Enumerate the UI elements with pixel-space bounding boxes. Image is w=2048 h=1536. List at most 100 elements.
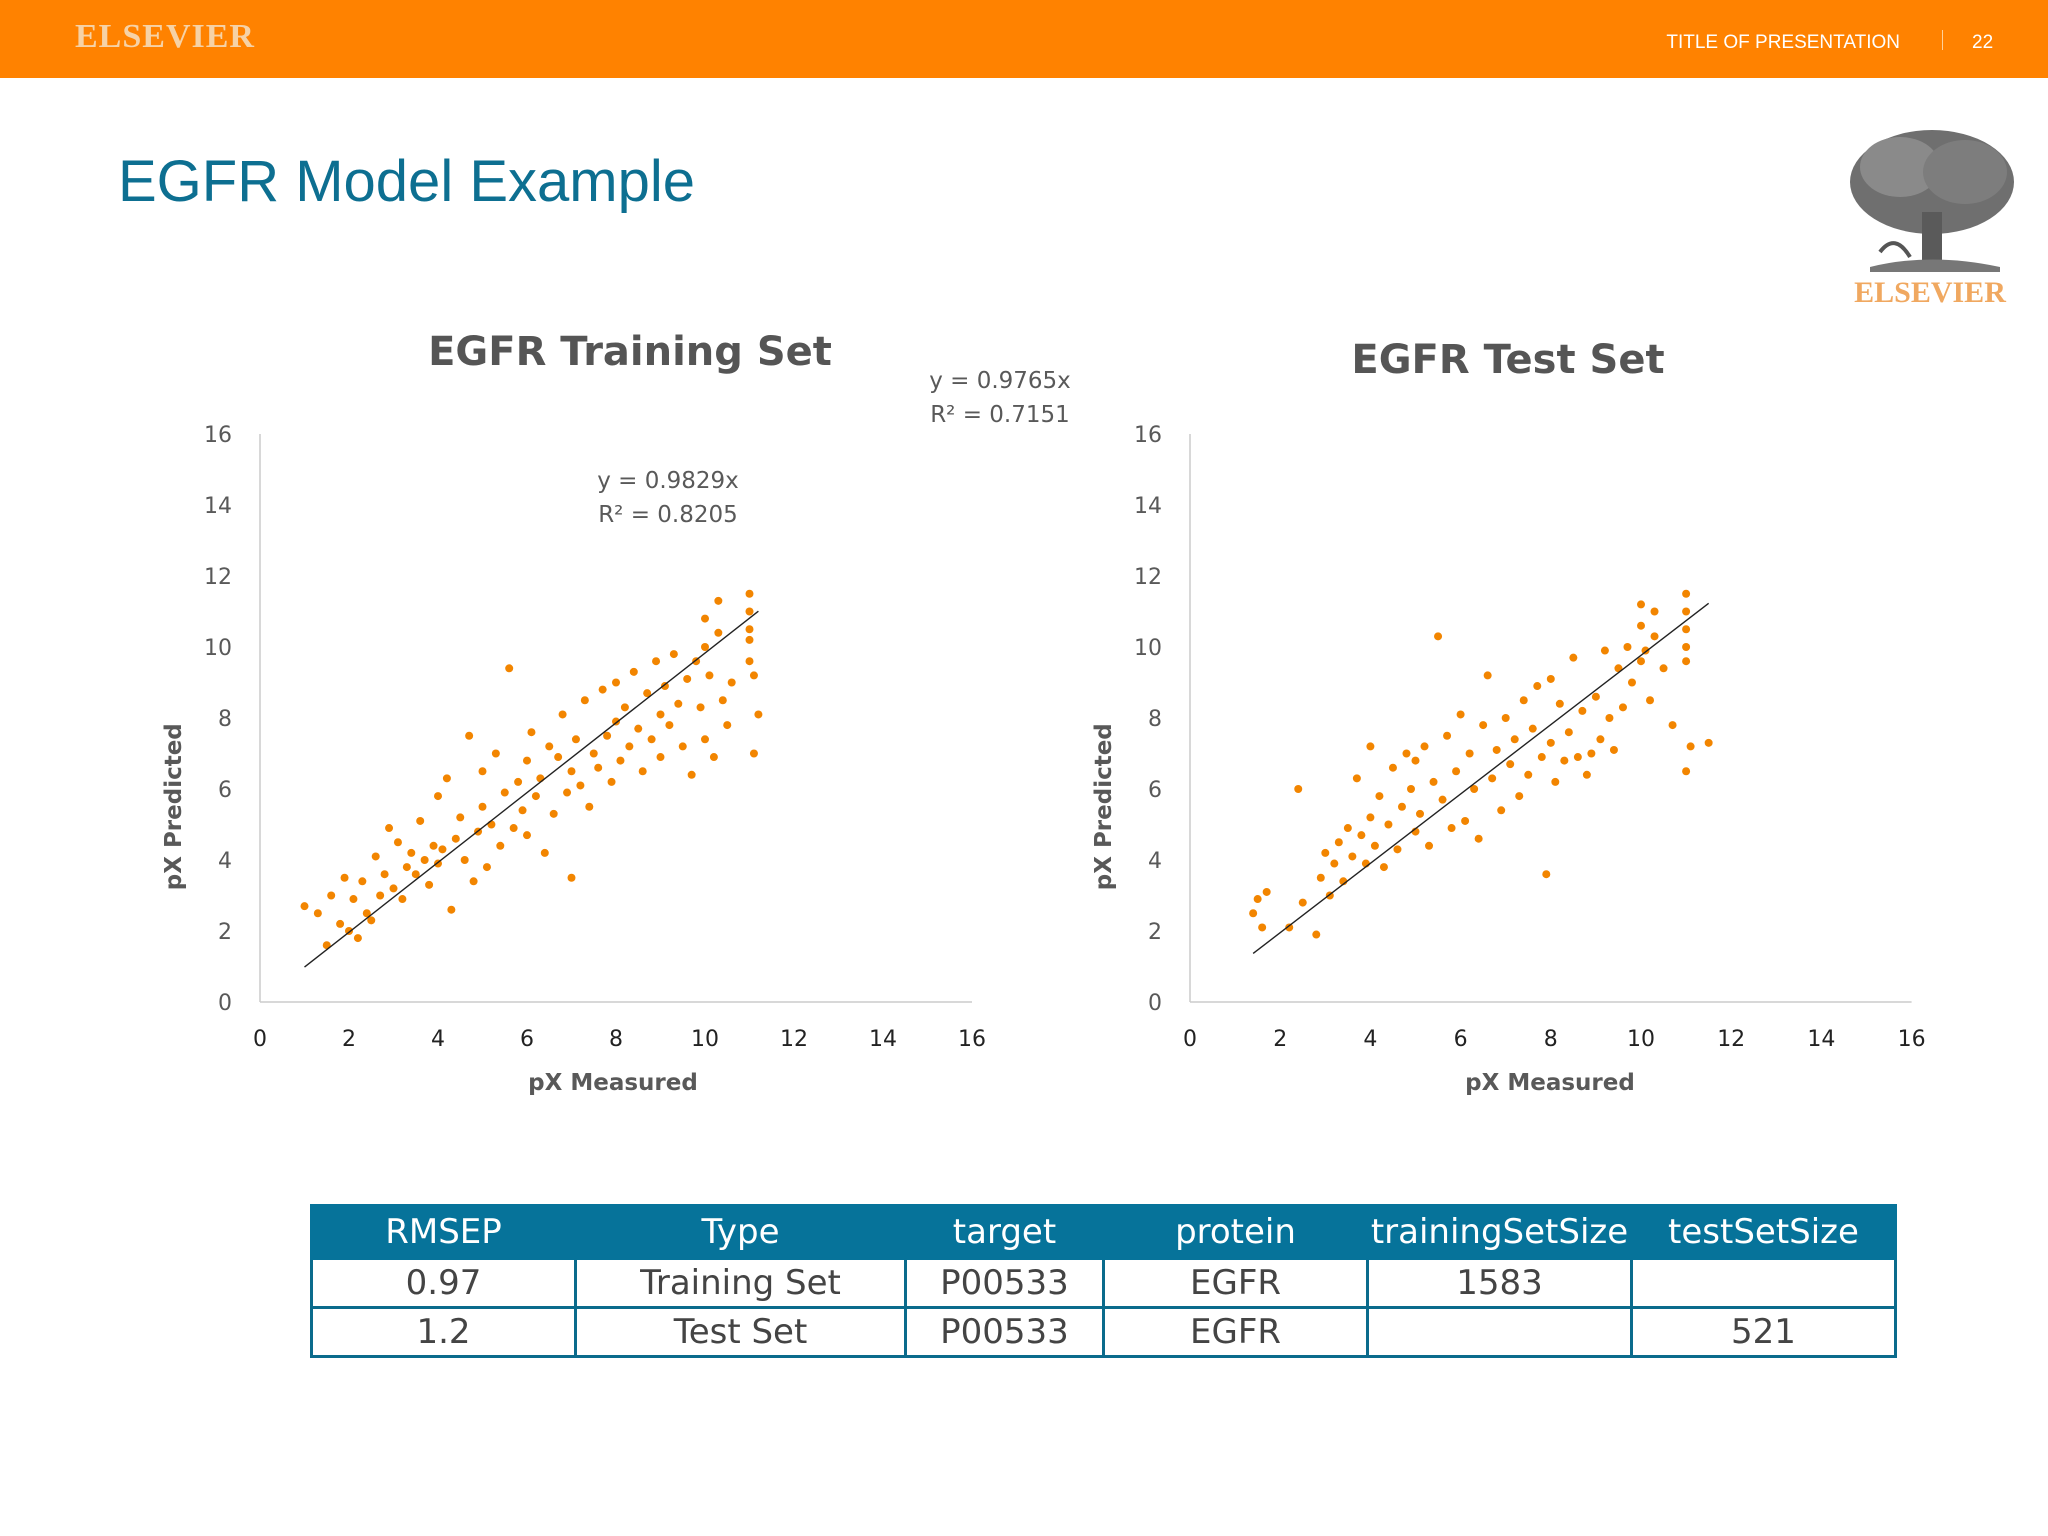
data-point (1650, 607, 1659, 616)
data-point (1425, 841, 1434, 850)
data-point (1560, 756, 1569, 765)
data-point (1528, 724, 1537, 733)
column-header: protein (1102, 1204, 1369, 1260)
data-point (563, 788, 572, 797)
data-point (745, 657, 754, 666)
data-point (620, 703, 629, 712)
data-point (487, 820, 496, 829)
data-point (1397, 802, 1406, 811)
data-point (531, 792, 540, 801)
y-tick-label: 10 (1134, 636, 1162, 661)
x-tick-label: 10 (691, 1027, 719, 1052)
data-point (1501, 714, 1510, 722)
data-point (447, 905, 456, 914)
data-point (1312, 930, 1321, 939)
data-point (1375, 792, 1384, 801)
data-point (576, 781, 585, 790)
table-cell (1366, 1306, 1633, 1358)
header-divider (1942, 30, 1943, 50)
data-point (1379, 863, 1388, 872)
data-point (496, 841, 505, 850)
y-tick-label: 8 (218, 707, 232, 732)
y-axis-label: pX Predicted (1091, 723, 1117, 890)
data-point (1393, 845, 1402, 854)
data-point (1366, 742, 1375, 751)
data-point (478, 802, 487, 811)
data-point (1668, 721, 1677, 730)
data-point (1546, 738, 1555, 747)
data-point (349, 895, 358, 904)
y-axis-label: pX Predicted (161, 723, 187, 890)
data-point (536, 774, 545, 783)
page-number: 22 (1972, 32, 1994, 53)
data-point (1384, 820, 1393, 829)
top-bar: ELSEVIER TITLE OF PRESENTATION 22 (0, 0, 2048, 78)
training-set-chart: EGFR Training Set 0 2 4 6 8 10 12 14 16 0 2 4 6 8 10 12 1… (0, 325, 1000, 1125)
x-axis-label: pX Measured (1465, 1070, 1635, 1096)
data-point (367, 916, 376, 925)
x-tick-label: 14 (1807, 1027, 1835, 1052)
table-row: 1.2 Test Set P00533 EGFR 521 (310, 1306, 1897, 1358)
data-point (1262, 887, 1271, 896)
data-point (1456, 710, 1465, 719)
data-point (598, 685, 607, 694)
table-cell: Test Set (574, 1306, 907, 1358)
trendline (304, 610, 759, 968)
data-point (1370, 841, 1379, 850)
column-header: testSetSize (1630, 1204, 1897, 1260)
data-point (500, 788, 509, 797)
data-point (1366, 813, 1375, 822)
data-point (603, 731, 612, 740)
data-point (660, 682, 669, 691)
data-point (634, 724, 643, 733)
data-point (362, 909, 371, 918)
data-point (340, 873, 349, 882)
data-point (451, 834, 460, 843)
data-point (1564, 728, 1573, 737)
data-point (1569, 653, 1578, 662)
data-point (1524, 770, 1533, 779)
data-point (607, 777, 616, 786)
data-point (1388, 763, 1397, 772)
data-point (523, 756, 531, 765)
y-tick-label: 14 (204, 494, 232, 519)
data-point (442, 774, 451, 783)
data-point (629, 667, 638, 676)
x-tick-label: 0 (1183, 1027, 1197, 1052)
data-point (1438, 795, 1447, 804)
data-point (1406, 785, 1415, 793)
data-point (656, 710, 665, 719)
table-cell (1630, 1257, 1897, 1309)
y-tick-label: 8 (1148, 707, 1162, 732)
column-header: Type (574, 1204, 907, 1260)
data-point (714, 628, 723, 637)
data-point (674, 699, 683, 708)
data-point (1420, 742, 1429, 751)
data-point (300, 902, 309, 911)
data-point (1578, 706, 1587, 715)
x-tick-label: 6 (520, 1027, 534, 1052)
x-tick-label: 16 (958, 1027, 986, 1052)
data-point (353, 934, 362, 943)
data-point (1555, 699, 1564, 708)
data-point (585, 802, 594, 811)
data-point (701, 735, 709, 744)
data-point (745, 589, 754, 598)
data-point (625, 742, 634, 751)
data-point (1258, 923, 1267, 932)
x-tick-label: 10 (1627, 1027, 1655, 1052)
data-point (376, 891, 385, 900)
data-point (1551, 777, 1560, 786)
data-point (1253, 895, 1262, 904)
data-point (1357, 831, 1366, 840)
data-point (749, 671, 758, 680)
data-point (505, 664, 514, 673)
x-tick-label: 14 (869, 1027, 897, 1052)
data-point (456, 813, 465, 822)
x-tick-label: 2 (342, 1027, 356, 1052)
data-point (571, 735, 580, 744)
chart-title: EGFR Training Set (428, 329, 832, 375)
data-point (745, 635, 754, 644)
data-point (411, 870, 420, 879)
data-point (1609, 745, 1618, 754)
